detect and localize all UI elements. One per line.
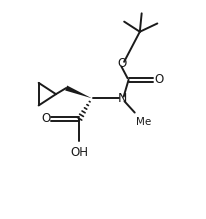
Text: O: O bbox=[118, 57, 127, 70]
Text: O: O bbox=[154, 73, 163, 86]
Text: O: O bbox=[41, 112, 50, 125]
Text: N: N bbox=[118, 92, 127, 105]
Text: Me: Me bbox=[136, 117, 151, 127]
Polygon shape bbox=[65, 86, 92, 98]
Text: OH: OH bbox=[70, 146, 88, 159]
